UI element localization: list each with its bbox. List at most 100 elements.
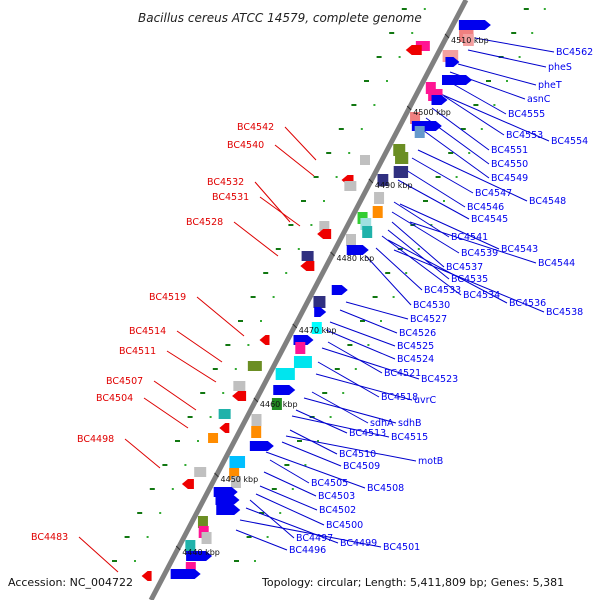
forward-gene-label[interactable]: BC4521: [384, 368, 421, 379]
forward-gene-label[interactable]: BC4526: [399, 328, 436, 339]
forward-gene-block: [311, 322, 322, 334]
forward-gene-label[interactable]: motB: [418, 456, 443, 467]
reverse-gene-label[interactable]: BC4514: [129, 326, 166, 337]
forward-gene-label[interactable]: BC4503: [318, 491, 355, 502]
track-marker: [238, 320, 243, 322]
reverse-gene-label[interactable]: BC4507: [106, 376, 143, 387]
reverse-gene-label[interactable]: BC4540: [227, 140, 264, 151]
forward-gene-label[interactable]: BC4535: [451, 274, 488, 285]
forward-gene-label[interactable]: BC4502: [319, 505, 356, 516]
forward-gene-label[interactable]: BC4533: [424, 285, 461, 296]
forward-gene-label[interactable]: BC4515: [391, 432, 428, 443]
forward-gene-label[interactable]: BC4562: [556, 47, 593, 58]
track-marker: [197, 440, 199, 442]
forward-gene-label[interactable]: BC4496: [289, 545, 326, 556]
forward-gene-label[interactable]: BC4537: [446, 262, 483, 273]
forward-gene-label[interactable]: pheS: [548, 62, 572, 73]
forward-gene-arrow: [215, 495, 240, 505]
forward-gene-label[interactable]: BC4538: [546, 307, 583, 318]
reverse-gene-label[interactable]: BC4483: [31, 532, 68, 543]
forward-gene-label[interactable]: BC4547: [475, 188, 512, 199]
forward-gene-label[interactable]: BC4500: [326, 520, 363, 531]
gene-features: [141, 20, 491, 581]
forward-gene-block: [185, 562, 196, 574]
reverse-gene-label[interactable]: BC4542: [237, 122, 274, 133]
forward-gene-block: [425, 82, 436, 94]
forward-label-leader: [467, 49, 547, 68]
forward-label-leader: [391, 221, 445, 268]
forward-gene-label[interactable]: BC4508: [367, 483, 404, 494]
reverse-gene-block: [319, 221, 330, 231]
forward-gene-label[interactable]: BC4539: [461, 248, 498, 259]
scale-ticks: 4440 kbp 4450 kbp 4460 kbp 4470 kbp 4480 kbp…: [175, 33, 489, 557]
scale-tick-label: 4460 kbp: [260, 400, 298, 409]
forward-gene-label[interactable]: BC4501: [383, 542, 420, 553]
track-marker: [543, 8, 546, 10]
forward-gene-label[interactable]: BC4541: [451, 232, 488, 243]
forward-gene-label[interactable]: BC4509: [343, 461, 380, 472]
forward-gene-label[interactable]: BC4553: [506, 130, 543, 141]
forward-gene-label[interactable]: BC4513: [349, 428, 386, 439]
forward-gene-block: [251, 414, 262, 426]
forward-gene-label[interactable]: sdhA: [370, 418, 394, 429]
forward-gene-label[interactable]: BC4499: [340, 538, 377, 549]
forward-gene-label[interactable]: BC4555: [508, 109, 545, 120]
reverse-gene-block: [415, 41, 430, 51]
track-marker: [212, 368, 218, 370]
forward-label-leader: [431, 107, 490, 151]
track-marker: [348, 152, 351, 154]
forward-gene-label[interactable]: BC4536: [509, 298, 546, 309]
track-marker: [405, 272, 408, 274]
forward-gene-label[interactable]: BC4550: [491, 159, 528, 170]
track-marker: [297, 248, 300, 250]
reverse-label-leader: [274, 144, 315, 177]
forward-gene-label[interactable]: BC4525: [397, 341, 434, 352]
forward-gene-label[interactable]: BC4524: [397, 354, 434, 365]
track-marker: [480, 128, 483, 130]
forward-gene-arrow: [216, 505, 241, 515]
scale-tick-mark: [406, 105, 412, 111]
forward-gene-label[interactable]: BC4534: [463, 290, 500, 301]
reverse-gene-label[interactable]: BC4498: [77, 434, 114, 445]
reverse-gene-label[interactable]: BC4504: [96, 393, 133, 404]
forward-gene-label[interactable]: BC4530: [413, 300, 450, 311]
forward-gene-label[interactable]: BC4549: [491, 173, 528, 184]
reverse-gene-arrow: [141, 571, 152, 581]
reverse-gene-label[interactable]: BC4532: [207, 177, 244, 188]
forward-gene-label[interactable]: BC4554: [551, 136, 588, 147]
forward-label-leader: [409, 221, 537, 264]
track-marker: [254, 560, 256, 562]
forward-gene-label[interactable]: BC4523: [421, 374, 458, 385]
forward-gene-block: [360, 218, 372, 230]
forward-gene-arrow: [186, 551, 213, 561]
forward-gene-label[interactable]: BC4497: [296, 533, 333, 544]
forward-gene-label[interactable]: BC4510: [339, 449, 376, 460]
forward-gene-label[interactable]: BC4505: [311, 478, 348, 489]
forward-gene-label[interactable]: BC4545: [471, 214, 508, 225]
forward-gene-label[interactable]: BC4518: [381, 392, 418, 403]
track-marker: [493, 104, 496, 106]
reverse-label-leader: [153, 380, 197, 411]
reverse-gene-label[interactable]: BC4528: [186, 217, 223, 228]
forward-gene-label[interactable]: asnC: [527, 94, 551, 105]
forward-label-leader: [239, 519, 382, 548]
reverse-gene-arrow: [219, 423, 230, 433]
reverse-gene-label[interactable]: BC4531: [212, 192, 249, 203]
forward-gene-label[interactable]: uvrC: [414, 395, 437, 406]
forward-gene-label[interactable]: sdhB: [398, 418, 422, 429]
forward-label-leader: [399, 203, 500, 250]
track-marker: [360, 128, 363, 130]
reverse-gene-arrow: [181, 479, 194, 489]
reverse-gene-label[interactable]: BC4511: [119, 346, 156, 357]
reverse-gene-label[interactable]: BC4519: [149, 292, 186, 303]
forward-gene-label[interactable]: BC4527: [410, 314, 447, 325]
track-marker: [184, 464, 187, 466]
forward-gene-label[interactable]: BC4544: [538, 258, 575, 269]
forward-gene-label[interactable]: BC4546: [467, 202, 504, 213]
track-marker: [200, 392, 206, 394]
forward-gene-label[interactable]: pheT: [538, 80, 562, 91]
forward-gene-label[interactable]: BC4551: [491, 145, 528, 156]
forward-gene-label[interactable]: BC4548: [529, 196, 566, 207]
forward-gene-label[interactable]: BC4543: [501, 244, 538, 255]
